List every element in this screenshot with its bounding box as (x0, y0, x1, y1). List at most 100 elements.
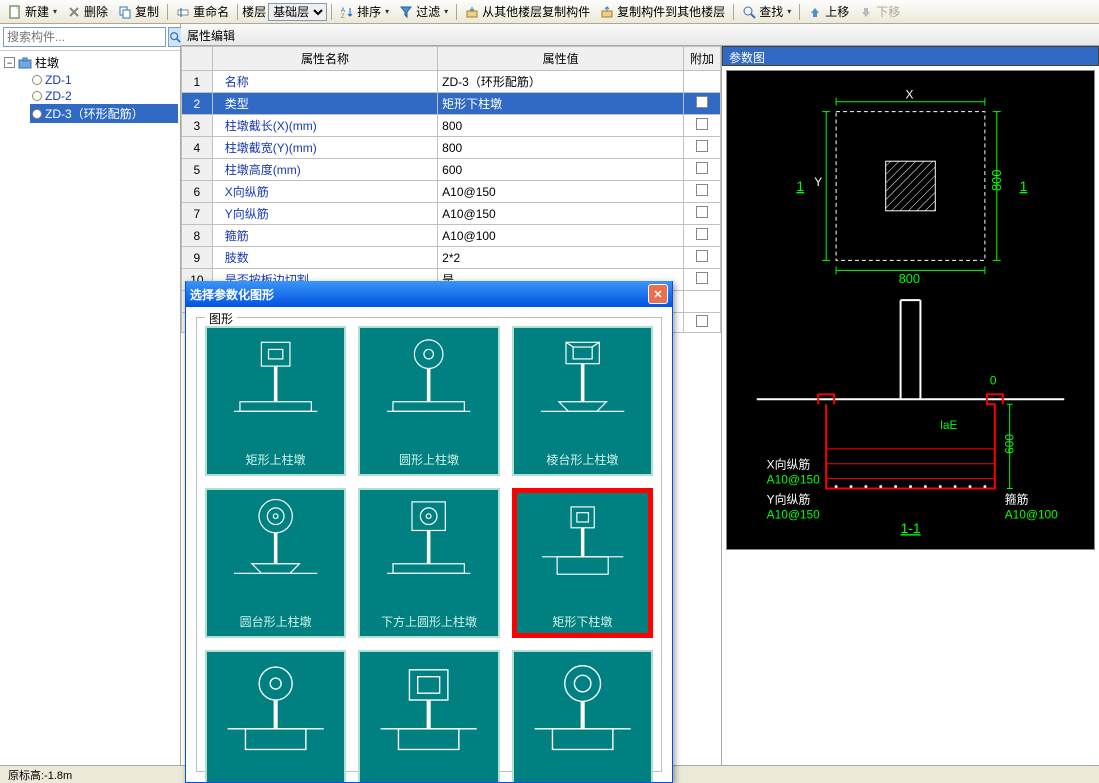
svg-text:Z: Z (341, 14, 345, 19)
delete-button[interactable]: 删除 (63, 1, 112, 22)
collapse-icon[interactable]: − (4, 57, 15, 68)
dim-600: 600 (1003, 434, 1017, 454)
new-button[interactable]: 新建▾ (4, 1, 61, 22)
dialog-title: 选择参数化图形 (190, 286, 274, 303)
dim-y: Y (814, 175, 822, 189)
prop-add[interactable] (684, 137, 721, 159)
prop-add[interactable] (684, 203, 721, 225)
row-num: 8 (182, 225, 213, 247)
prop-name: X向纵筋 (212, 181, 437, 203)
shape-tile[interactable] (512, 650, 653, 782)
tree-root[interactable]: − 柱墩 (2, 53, 178, 72)
property-row[interactable]: 2类型矩形下柱墩 (182, 93, 721, 115)
find-button[interactable]: 查找▾ (738, 1, 795, 22)
prop-add[interactable] (684, 313, 721, 333)
shape-tile[interactable]: 矩形下柱墩 (512, 488, 653, 638)
property-panel-title: 属性编辑 (181, 24, 1099, 46)
checkbox-icon[interactable] (696, 162, 708, 174)
select-param-shape-dialog: 选择参数化图形 ✕ 图形 矩形上柱墩圆形上柱墩棱台形上柱墩圆台形上柱墩下方上圆形… (185, 281, 673, 783)
rename-button[interactable]: 重命名 (172, 1, 233, 22)
prop-add[interactable] (684, 159, 721, 181)
prop-value[interactable]: 800 (438, 115, 684, 137)
checkbox-icon[interactable] (696, 272, 708, 284)
row-num: 5 (182, 159, 213, 181)
property-row[interactable]: 1名称ZD-3（环形配筋） (182, 71, 721, 93)
close-button[interactable]: ✕ (648, 284, 668, 304)
prop-add[interactable] (684, 269, 721, 291)
property-row[interactable]: 4柱墩截宽(Y)(mm)800 (182, 137, 721, 159)
tree-item-label: ZD-3（环形配筋） (45, 105, 144, 122)
row-num: 6 (182, 181, 213, 203)
tile-label: 圆台形上柱墩 (240, 613, 312, 630)
checkbox-icon[interactable] (696, 250, 708, 262)
search-button[interactable] (168, 27, 182, 47)
copy-to-floor-button[interactable]: 复制构件到其他楼层 (596, 1, 729, 22)
checkbox-icon[interactable] (696, 206, 708, 218)
row-num: 7 (182, 203, 213, 225)
param-diagram-title: 参数图 (722, 46, 1099, 66)
property-row[interactable]: 7Y向纵筋A10@150 (182, 203, 721, 225)
prop-add[interactable] (684, 93, 721, 115)
prop-value[interactable]: A10@150 (438, 203, 684, 225)
prop-value[interactable]: A10@100 (438, 225, 684, 247)
row-num: 2 (182, 93, 213, 115)
prop-add[interactable] (684, 115, 721, 137)
col-value: 属性值 (438, 47, 684, 71)
right-panel: 参数图 X Y (721, 46, 1099, 783)
prop-value[interactable]: 2*2 (438, 247, 684, 269)
prop-name: 名称 (212, 71, 437, 93)
checkbox-icon[interactable] (696, 118, 708, 130)
move-up-button[interactable]: 上移 (804, 1, 853, 22)
property-row[interactable]: 8箍筋A10@100 (182, 225, 721, 247)
prop-add[interactable] (684, 225, 721, 247)
checkbox-icon[interactable] (696, 140, 708, 152)
tree-item-label: ZD-2 (45, 89, 72, 103)
tree-item[interactable]: ZD-2 (30, 88, 178, 104)
sort-button[interactable]: AZ排序▾ (336, 1, 393, 22)
checkbox-icon[interactable] (696, 184, 708, 196)
property-row[interactable]: 9肢数2*2 (182, 247, 721, 269)
prop-add[interactable] (684, 71, 721, 93)
prop-add[interactable] (684, 291, 721, 313)
dialog-titlebar[interactable]: 选择参数化图形 ✕ (186, 281, 672, 307)
y-rebar-val: A10@150 (767, 507, 820, 521)
component-tree[interactable]: − 柱墩 ZD-1ZD-2 ZD-3（环形配筋） (0, 51, 180, 783)
dim-x: X (906, 88, 914, 102)
search-input[interactable] (3, 27, 166, 47)
dim-zero: 0 (990, 373, 997, 387)
filter-button[interactable]: 过滤▾ (395, 1, 452, 22)
prop-value[interactable]: 800 (438, 137, 684, 159)
property-row[interactable]: 6X向纵筋A10@150 (182, 181, 721, 203)
copy-from-floor-button[interactable]: 从其他楼层复制构件 (461, 1, 594, 22)
copy-button[interactable]: 复制 (114, 1, 163, 22)
section-one-left: 1 (796, 178, 804, 194)
property-row[interactable]: 5柱墩高度(mm)600 (182, 159, 721, 181)
dim-lae: laE (940, 418, 957, 432)
prop-add[interactable] (684, 181, 721, 203)
x-rebar-val: A10@150 (767, 473, 820, 487)
move-down-button[interactable]: 下移 (855, 1, 904, 22)
row-num: 3 (182, 115, 213, 137)
shape-tile[interactable]: 下方上圆形上柱墩 (358, 488, 499, 638)
shape-tile[interactable]: 圆形上柱墩 (358, 326, 499, 476)
prop-add[interactable] (684, 247, 721, 269)
checkbox-icon[interactable] (696, 96, 708, 108)
shape-tile[interactable] (358, 650, 499, 782)
prop-value[interactable]: 矩形下柱墩 (438, 93, 684, 115)
shape-tile[interactable] (205, 650, 346, 782)
shape-tile[interactable]: 棱台形上柱墩 (512, 326, 653, 476)
floor-select[interactable]: 基础层 (268, 3, 327, 21)
row-num: 1 (182, 71, 213, 93)
row-num: 4 (182, 137, 213, 159)
tree-item[interactable]: ZD-1 (30, 72, 178, 88)
tree-item[interactable]: ZD-3（环形配筋） (30, 104, 178, 123)
property-row[interactable]: 3柱墩截长(X)(mm)800 (182, 115, 721, 137)
prop-value[interactable]: ZD-3（环形配筋） (438, 71, 684, 93)
checkbox-icon[interactable] (696, 315, 708, 327)
prop-name: 柱墩截宽(Y)(mm) (212, 137, 437, 159)
prop-value[interactable]: 600 (438, 159, 684, 181)
checkbox-icon[interactable] (696, 228, 708, 240)
shape-tile[interactable]: 圆台形上柱墩 (205, 488, 346, 638)
prop-value[interactable]: A10@150 (438, 181, 684, 203)
shape-tile[interactable]: 矩形上柱墩 (205, 326, 346, 476)
